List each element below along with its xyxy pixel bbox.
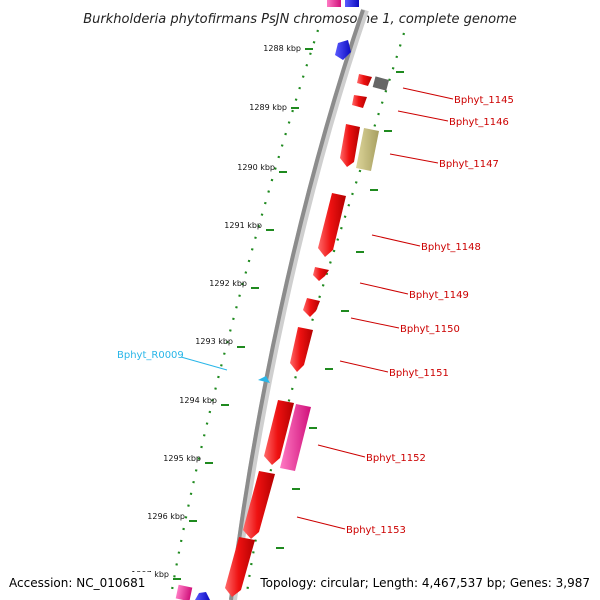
leader-line xyxy=(359,282,409,295)
gene-cds-1146 xyxy=(352,95,367,108)
gene-cds-1152a xyxy=(264,400,294,465)
gene-grey xyxy=(372,76,390,91)
map-title: Burkholderia phytofirmans PsJN chromosom… xyxy=(83,12,517,27)
leader-line xyxy=(402,87,454,100)
label-leaders xyxy=(180,87,454,530)
gene-cds-1148 xyxy=(318,193,346,257)
tick-label: 1288 kbp xyxy=(263,44,301,53)
gene-label: Bphyt_1145 xyxy=(454,95,514,106)
leader-line xyxy=(397,110,449,122)
leader-line xyxy=(389,153,439,164)
leader-line xyxy=(180,356,228,371)
gene-labels: Bphyt_1145 Bphyt_1146 Bphyt_1147 Bphyt_1… xyxy=(117,95,514,536)
gene-rna-r0009 xyxy=(258,376,270,383)
gene-blue-bottom xyxy=(195,592,210,600)
gene-cds-1153b xyxy=(225,537,255,597)
tick-label: 1292 kbp xyxy=(209,279,247,288)
gene-cds-1150 xyxy=(303,298,320,317)
gene-label: Bphyt_1150 xyxy=(400,324,460,335)
gene-label: Bphyt_1148 xyxy=(421,242,481,253)
gene-pink-top xyxy=(327,0,341,7)
footer-backdrop-right xyxy=(256,572,596,592)
gene-pink-1152 xyxy=(280,404,311,471)
chromosome-backbone xyxy=(229,9,365,600)
tick-label: 1294 kbp xyxy=(179,396,217,405)
leader-line xyxy=(371,234,421,247)
gene-blue-1288 xyxy=(335,40,351,60)
gene-label: Bphyt_1151 xyxy=(389,368,449,379)
gene-label: Bphyt_1153 xyxy=(346,525,406,536)
gene-cds-1151 xyxy=(290,327,313,372)
gene-label: Bphyt_1152 xyxy=(366,453,426,464)
tick-label: 1296 kbp xyxy=(147,512,185,521)
genome-summary-text: Topology: circular; Length: 4,467,537 bp… xyxy=(259,576,590,590)
gene-blue-top xyxy=(345,0,359,7)
footer-backdrop-left xyxy=(4,572,154,592)
gene-cds-1149 xyxy=(313,267,329,281)
leader-line xyxy=(339,360,389,373)
gene-cds-1145 xyxy=(357,74,372,86)
tick-label: 1293 kbp xyxy=(195,337,233,346)
outer-dotted-ring xyxy=(245,32,406,594)
gene-label: Bphyt_1149 xyxy=(409,290,469,301)
gene-cds-1147 xyxy=(340,124,360,167)
tick-label: 1295 kbp xyxy=(163,454,201,463)
rna-label: Bphyt_R0009 xyxy=(117,350,184,361)
tick-label: 1289 kbp xyxy=(249,103,287,112)
leader-line xyxy=(350,317,400,329)
leader-line xyxy=(317,444,366,458)
tick-label: 1291 kbp xyxy=(224,221,262,230)
gene-label: Bphyt_1146 xyxy=(449,117,509,128)
gene-cds-1153a xyxy=(243,471,275,539)
tick-label: 1290 kbp xyxy=(237,163,275,172)
gene-pink-bottom xyxy=(175,584,193,600)
leader-line xyxy=(296,516,346,530)
gene-olive xyxy=(356,128,379,171)
tick-group: 1288 kbp 1289 kbp 1290 kbp 1291 kbp 1292… xyxy=(131,44,404,580)
gene-label: Bphyt_1147 xyxy=(439,159,499,170)
accession-text: Accession: NC_010681 xyxy=(9,576,145,590)
